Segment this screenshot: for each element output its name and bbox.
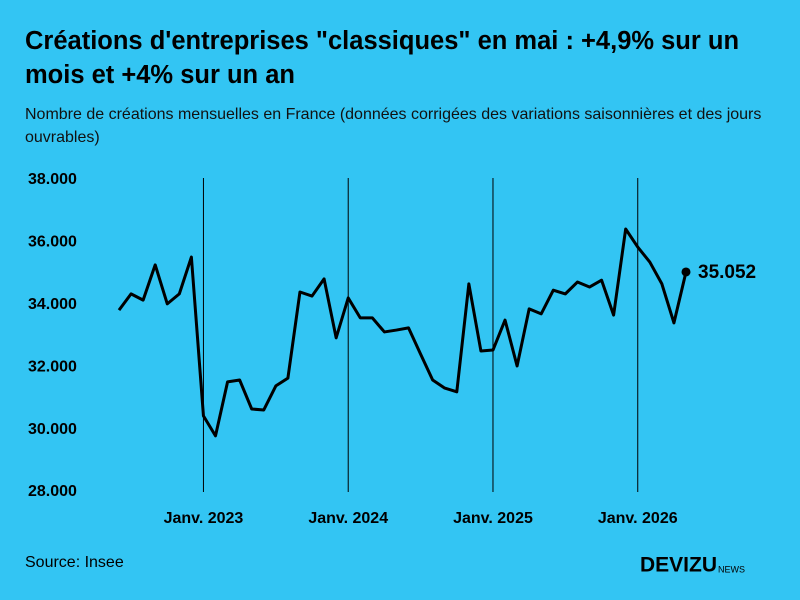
value-label: 35.052 (698, 262, 756, 283)
brand: DEVIZU (640, 554, 717, 577)
x-tick-label: Janv. 2026 (598, 510, 678, 527)
y-tick-label: 38.000 (28, 171, 77, 188)
x-tick-label: Janv. 2023 (164, 510, 244, 527)
y-tick-label: 28.000 (28, 483, 77, 500)
x-tick-label: Janv. 2025 (453, 510, 533, 527)
brand-suffix: NEWS (718, 564, 745, 574)
line (117, 227, 688, 438)
chart-title: Créations d'entreprises "classiques" en … (25, 27, 740, 89)
y-tick-label: 36.000 (28, 234, 77, 251)
end-point (681, 267, 691, 277)
y-tick-label: 34.000 (28, 296, 77, 313)
x-tick-label: Janv. 2024 (308, 510, 388, 527)
source: Source: Insee (25, 554, 124, 571)
chart-subtitle: Nombre de créations mensuelles en France… (25, 106, 762, 146)
y-tick-label: 30.000 (28, 421, 77, 438)
y-tick-label: 32.000 (28, 358, 77, 375)
